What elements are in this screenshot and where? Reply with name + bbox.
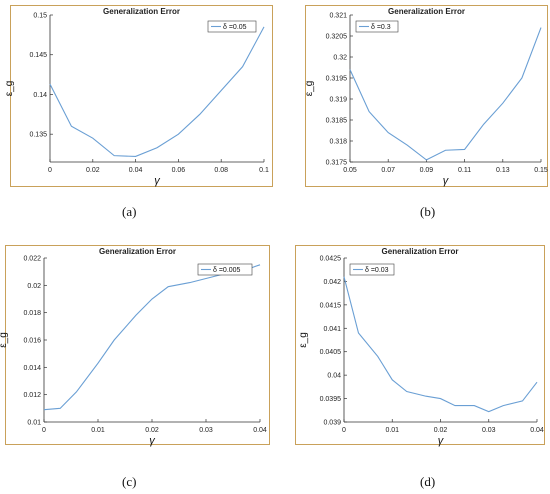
panel-a-y-tick-label: 0.15 <box>33 13 47 20</box>
panel-c-x-tick-label: 0 <box>42 427 46 434</box>
panel-d-x-axis-label: γ <box>438 435 445 447</box>
panel-c-frame: Generalization Error <box>5 245 270 445</box>
panel-b-frame: Generalization Error <box>305 5 548 187</box>
panel-b-y-axis-label: ε_g <box>304 81 315 97</box>
panel-a-x-axis-label: γ <box>154 175 161 187</box>
panel-c-x-axis-label: γ <box>149 435 156 447</box>
panel-b-label: (b) <box>420 204 436 219</box>
panel-d-y-tick-label: 0.04 <box>327 373 341 380</box>
panel-b-legend-box <box>355 20 399 33</box>
panel-b-x-tick-label: 0.09 <box>420 167 434 174</box>
panel-c-series-line <box>43 264 261 411</box>
panel-d-y-tick-label: 0.041 <box>323 326 341 333</box>
panel-a-frame: Generalization Error <box>10 5 273 187</box>
panel-b-series-line <box>349 27 542 161</box>
panel-c-y-tick-label: 0.018 <box>23 310 41 317</box>
panel-b-x-tick-label: 0.11 <box>458 167 471 174</box>
panel-d-y-tick-label: 0.039 <box>323 420 341 427</box>
panel-d-legend-label: δ =0.03 <box>365 267 389 274</box>
panel-d-series-line <box>343 276 538 413</box>
panel-b-legend-label: δ =0.3 <box>371 24 391 31</box>
panel-c-x-tick-label: 0.04 <box>253 427 267 434</box>
panel-b-y-tick-label: 0.321 <box>329 13 347 20</box>
panel-b-x-tick-label: 0.13 <box>496 167 510 174</box>
panel-d-legend: δ =0.03 <box>349 263 395 276</box>
panel-a-legend: δ =0.05 <box>207 20 257 33</box>
panel-a-plot: 0 0.02 0.04 0.06 0.08 0.1 0.135 0.14 0.145 0.15 γ ε… <box>4 13 269 188</box>
panel-d-y-tick-label: 0.0415 <box>320 302 342 309</box>
panel-d-x-tick-label: 0.01 <box>385 427 399 434</box>
panel-d-plot: 0 0.01 0.02 0.03 0.04 0.039 0.0395 0.04 0.0405 0.… <box>298 256 544 448</box>
panel-c-y-tick-label: 0.022 <box>23 256 41 263</box>
panel-d-y-tick-label: 0.0395 <box>320 396 342 403</box>
panel-c-label: (c) <box>122 474 137 489</box>
panel-c-x-tick-label: 0.02 <box>145 427 159 434</box>
panel-b-legend: δ =0.3 <box>355 20 399 33</box>
panel-d-y-tick-label: 0.0425 <box>320 256 342 263</box>
panel-b-y-tick-label: 0.318 <box>329 139 347 146</box>
panel-b-x-tick-label: 0.05 <box>343 167 357 174</box>
panel-b-y-tick-label: 0.3195 <box>326 76 348 83</box>
panel-b-x-tick-label: 0.07 <box>381 167 395 174</box>
panel-a-y-tick-label: 0.14 <box>33 92 47 99</box>
panel-c-legend-label: δ =0.005 <box>213 267 241 274</box>
panel-b-plot: 0.05 0.07 0.09 0.11 0.13 0.15 0.3175 0.318 0.318… <box>304 13 548 188</box>
panel-b-y-tick-label: 0.3185 <box>326 118 348 125</box>
panel-a-legend-box <box>207 20 257 33</box>
panel-c-y-tick-label: 0.014 <box>23 365 41 372</box>
panel-c-title: Generalization Error <box>99 247 176 256</box>
panel-a-title: Generalization Error <box>103 7 180 16</box>
panel-d-label: (d) <box>420 474 436 489</box>
panel-c-legend: δ =0.005 <box>197 263 253 276</box>
panel-d-x-tick-label: 0.03 <box>482 427 496 434</box>
panel-d-frame: Generalization Error <box>295 245 545 445</box>
panel-c-y-tick-label: 0.016 <box>23 338 41 345</box>
panel-a-y-tick-label: 0.135 <box>29 132 47 139</box>
panel-c-y-axis-label: ε_g <box>0 332 9 348</box>
panel-b-x-tick-label: 0.15 <box>534 167 548 174</box>
panel-c-plot: 0 0.01 0.02 0.03 0.040.010.0120.0140.0160.01… <box>0 256 267 448</box>
panel-c-y-tick-label: 0.012 <box>23 392 41 399</box>
panel-d-legend-box <box>349 263 395 276</box>
panel-a-x-tick-label: 0.02 <box>86 167 100 174</box>
panel-a-x-tick-label: 0.04 <box>129 167 143 174</box>
panel-a-label: (a) <box>122 204 137 219</box>
panel-b-y-tick-label: 0.3175 <box>326 160 348 167</box>
panel-a-y-tick-label: 0.145 <box>29 52 47 59</box>
panel-a-x-tick-label: 0.08 <box>214 167 228 174</box>
panel-b-y-tick-label: 0.3205 <box>326 34 348 41</box>
panel-d-y-axis-label: ε_g <box>298 332 309 348</box>
panel-d-x-tick-label: 0.02 <box>434 427 448 434</box>
panel-d-y-tick-label: 0.0405 <box>320 349 342 356</box>
panel-a-y-axis-label: ε_g <box>4 81 15 97</box>
panel-c-x-tick-label: 0.03 <box>199 427 213 434</box>
panel-c-y-tick-label: 0.02 <box>27 283 41 290</box>
panel-b-y-tick-label: 0.319 <box>329 97 347 104</box>
panel-c-y-tick-label: 0.01 <box>27 420 41 427</box>
panel-b-y-tick-label: 0.32 <box>333 55 347 62</box>
panel-d-x-tick-label: 0 <box>342 427 346 434</box>
panel-a-x-tick-label: 0.1 <box>259 167 269 174</box>
panel-a-x-tick-label: 0 <box>48 167 52 174</box>
panel-d-y-tick-label: 0.042 <box>323 279 341 286</box>
panel-a-series-line <box>49 26 265 157</box>
panel-a-legend-label: δ =0.05 <box>223 24 247 31</box>
panel-a-x-tick-label: 0.06 <box>172 167 186 174</box>
panel-c-x-tick-label: 0.01 <box>91 427 105 434</box>
panel-b-title: Generalization Error <box>388 7 465 16</box>
panel-d-title: Generalization Error <box>381 247 459 256</box>
panel-b-x-axis-label: γ <box>443 175 450 187</box>
panel-d-x-tick-label: 0.04 <box>530 427 544 434</box>
panel-c-legend-box <box>197 263 253 276</box>
